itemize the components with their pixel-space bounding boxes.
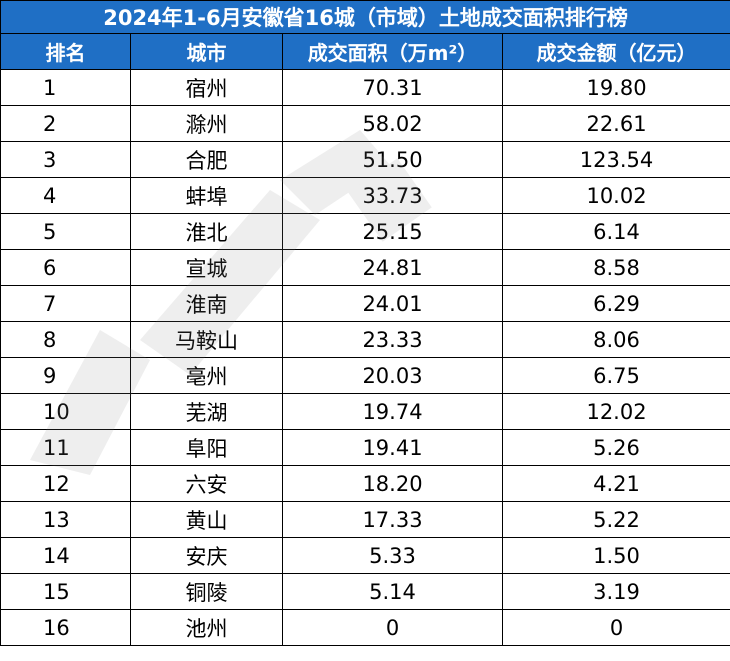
amount-cell: 10.02	[501, 177, 730, 214]
land-transaction-ranking-table: 2024年1-6月安徽省16城（市域）土地成交面积排行榜 排名 城市 成交面积（…	[0, 0, 730, 646]
city-cell: 合肥	[130, 141, 283, 178]
amount-cell: 19.80	[501, 69, 730, 106]
area-cell: 24.81	[282, 249, 503, 286]
rank-cell: 6	[0, 249, 131, 286]
rank-cell: 10	[0, 393, 131, 430]
amount-cell: 3.19	[501, 573, 730, 610]
table-row: 8 马鞍山 23.33 8.06	[0, 321, 730, 358]
table-row: 11 阜阳 19.41 5.26	[0, 429, 730, 466]
area-cell: 25.15	[282, 213, 503, 250]
amount-cell: 22.61	[501, 105, 730, 142]
amount-cell: 6.14	[501, 213, 730, 250]
amount-cell: 5.26	[501, 429, 730, 466]
table-row: 3 合肥 51.50 123.54	[0, 141, 730, 178]
city-cell: 阜阳	[130, 429, 283, 466]
table-row: 5 淮北 25.15 6.14	[0, 213, 730, 250]
city-cell: 安庆	[130, 537, 283, 574]
amount-cell: 0	[501, 609, 730, 646]
rank-cell: 16	[0, 609, 131, 646]
amount-cell: 6.29	[501, 285, 730, 322]
header-amount: 成交金额（亿元）	[501, 33, 730, 70]
rank-cell: 3	[0, 141, 131, 178]
rank-cell: 8	[0, 321, 131, 358]
rank-cell: 12	[0, 465, 131, 502]
city-cell: 蚌埠	[130, 177, 283, 214]
city-cell: 铜陵	[130, 573, 283, 610]
rank-cell: 4	[0, 177, 131, 214]
city-cell: 淮北	[130, 213, 283, 250]
area-cell: 51.50	[282, 141, 503, 178]
table-row: 15 铜陵 5.14 3.19	[0, 573, 730, 610]
table-row: 1 宿州 70.31 19.80	[0, 69, 730, 106]
rank-cell: 5	[0, 213, 131, 250]
area-cell: 5.33	[282, 537, 503, 574]
amount-cell: 6.75	[501, 357, 730, 394]
city-cell: 池州	[130, 609, 283, 646]
rank-cell: 11	[0, 429, 131, 466]
amount-cell: 1.50	[501, 537, 730, 574]
city-cell: 宿州	[130, 69, 283, 106]
table-body: 1 宿州 70.31 19.80 2 滁州 58.02 22.61 3 合肥 51.50 123.54…	[0, 69, 730, 646]
table-row: 9 亳州 20.03 6.75	[0, 357, 730, 394]
table-row: 14 安庆 5.33 1.50	[0, 537, 730, 574]
area-cell: 18.20	[282, 465, 503, 502]
area-cell: 19.74	[282, 393, 503, 430]
area-cell: 24.01	[282, 285, 503, 322]
table-header-row: 排名 城市 成交面积（万m²） 成交金额（亿元）	[0, 33, 730, 70]
rank-cell: 13	[0, 501, 131, 538]
header-area: 成交面积（万m²）	[282, 33, 503, 70]
amount-cell: 123.54	[501, 141, 730, 178]
rank-cell: 15	[0, 573, 131, 610]
table-row: 2 滁州 58.02 22.61	[0, 105, 730, 142]
city-cell: 淮南	[130, 285, 283, 322]
area-cell: 19.41	[282, 429, 503, 466]
city-cell: 滁州	[130, 105, 283, 142]
rank-cell: 7	[0, 285, 131, 322]
city-cell: 芜湖	[130, 393, 283, 430]
amount-cell: 8.06	[501, 321, 730, 358]
area-cell: 23.33	[282, 321, 503, 358]
table-row: 6 宣城 24.81 8.58	[0, 249, 730, 286]
amount-cell: 12.02	[501, 393, 730, 430]
area-cell: 5.14	[282, 573, 503, 610]
table-row: 10 芜湖 19.74 12.02	[0, 393, 730, 430]
header-city: 城市	[130, 33, 283, 70]
city-cell: 亳州	[130, 357, 283, 394]
amount-cell: 8.58	[501, 249, 730, 286]
rank-cell: 14	[0, 537, 131, 574]
table-title: 2024年1-6月安徽省16城（市域）土地成交面积排行榜	[0, 0, 730, 34]
rank-cell: 2	[0, 105, 131, 142]
area-cell: 58.02	[282, 105, 503, 142]
ranking-table-container: 2024年1-6月安徽省16城（市域）土地成交面积排行榜 排名 城市 成交面积（…	[0, 0, 730, 646]
area-cell: 33.73	[282, 177, 503, 214]
area-cell: 0	[282, 609, 503, 646]
table-row: 13 黄山 17.33 5.22	[0, 501, 730, 538]
table-row: 12 六安 18.20 4.21	[0, 465, 730, 502]
header-rank: 排名	[0, 33, 131, 70]
city-cell: 六安	[130, 465, 283, 502]
rank-cell: 9	[0, 357, 131, 394]
table-row: 4 蚌埠 33.73 10.02	[0, 177, 730, 214]
table-row: 16 池州 0 0	[0, 609, 730, 646]
city-cell: 黄山	[130, 501, 283, 538]
amount-cell: 4.21	[501, 465, 730, 502]
table-title-row: 2024年1-6月安徽省16城（市域）土地成交面积排行榜	[0, 0, 730, 34]
area-cell: 70.31	[282, 69, 503, 106]
table-row: 7 淮南 24.01 6.29	[0, 285, 730, 322]
area-cell: 17.33	[282, 501, 503, 538]
city-cell: 马鞍山	[130, 321, 283, 358]
rank-cell: 1	[0, 69, 131, 106]
city-cell: 宣城	[130, 249, 283, 286]
amount-cell: 5.22	[501, 501, 730, 538]
area-cell: 20.03	[282, 357, 503, 394]
